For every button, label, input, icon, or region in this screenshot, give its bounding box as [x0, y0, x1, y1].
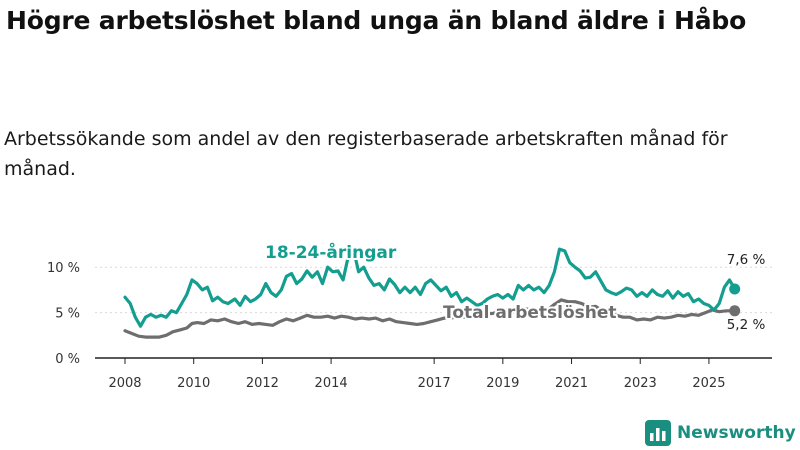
- x-tick-label: 2025: [692, 376, 725, 391]
- total-series-label: Total arbetslöshet: [443, 303, 617, 323]
- x-tick-label: 2010: [177, 376, 210, 391]
- y-tick-label: 0 %: [55, 352, 80, 367]
- total-end-value-label: 5,2 %: [727, 317, 766, 333]
- youth-end-value-label: 7,6 %: [727, 252, 766, 268]
- x-tick-label: 2008: [108, 376, 141, 391]
- x-tick-label: 2012: [246, 376, 279, 391]
- youth-series-label: 18-24-åringar: [265, 241, 397, 263]
- x-tick-label: 2017: [418, 376, 451, 391]
- x-tick-label: 2014: [315, 376, 348, 391]
- brand-name: Newsworthy: [677, 423, 796, 443]
- chart-title: Högre arbetslöshet bland unga än bland ä…: [6, 6, 747, 35]
- newsworthy-brand[interactable]: Newsworthy: [645, 419, 796, 447]
- newsworthy-logo-icon: [645, 420, 671, 446]
- y-tick-label: 5 %: [55, 307, 80, 322]
- x-tick-label: 2023: [624, 376, 657, 391]
- chart-subtitle: Arbetssökande som andel av den registerb…: [4, 128, 728, 180]
- x-tick-label: 2019: [486, 376, 519, 391]
- x-tick-label: 2021: [555, 376, 588, 391]
- youth-end-point: [729, 283, 741, 295]
- total-series-line: [123, 298, 737, 339]
- total-end-point: [729, 305, 741, 317]
- y-tick-label: 10 %: [47, 261, 80, 276]
- youth-series-line: [123, 247, 737, 328]
